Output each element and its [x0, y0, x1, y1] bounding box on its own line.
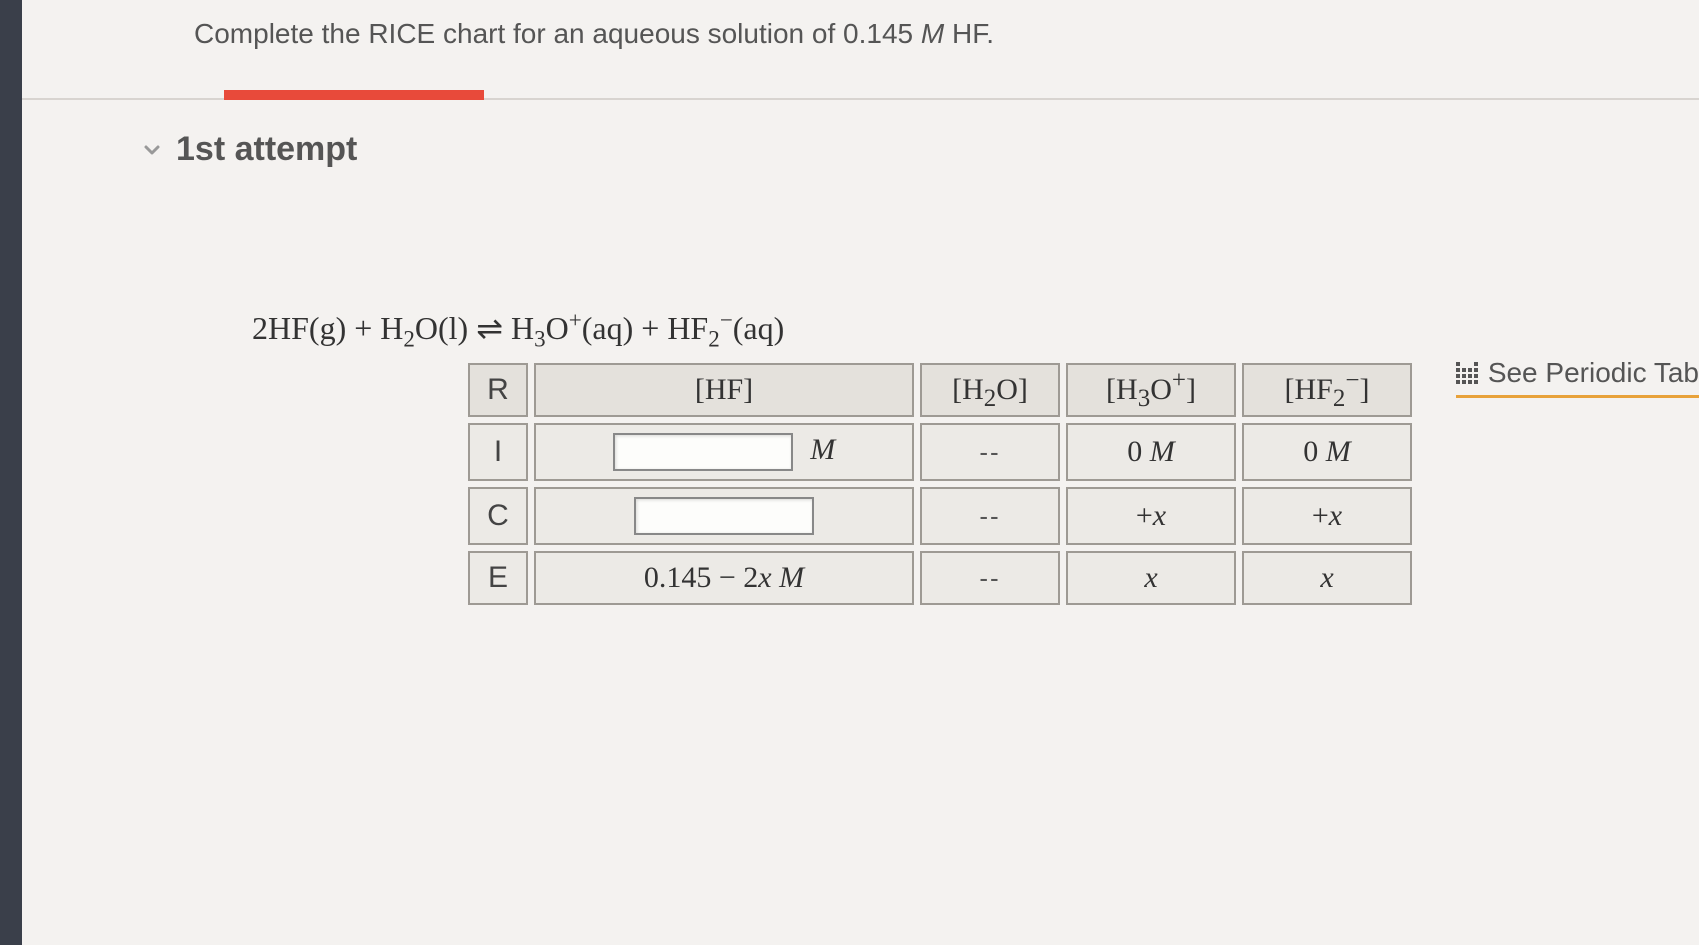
eq-h3o-sub: 3	[534, 325, 546, 351]
input-change-hf[interactable]	[634, 497, 814, 535]
eq-arrow: ⇌	[476, 310, 511, 346]
h2o-sub: 2	[984, 385, 997, 412]
eq-hf2: HF	[667, 310, 708, 346]
question-prefix: Complete the RICE chart for an aqueous s…	[194, 18, 843, 49]
hf2-pre: [HF	[1285, 373, 1333, 406]
page-content: Complete the RICE chart for an aqueous s…	[22, 0, 1699, 945]
reaction-equation: 2HF(g) + H2O(l) ⇌ H3O+(aq) + HF2−(aq)	[22, 309, 1699, 347]
eq-h2o-o: O	[415, 310, 438, 346]
table-header-row: R [HF] [H2O] [H3O+] [HF2−]	[468, 363, 1412, 417]
header-hf: [HF]	[534, 363, 914, 417]
table-row-initial: I M -- 0 M 0 M	[468, 423, 1412, 481]
e-hf-unit: M	[772, 561, 805, 594]
eq-h3o-state: (aq)	[582, 310, 634, 346]
cell-e-h2o: --	[920, 551, 1060, 605]
eq-hf2-sup: −	[720, 306, 733, 332]
eq-plus2: +	[641, 310, 667, 346]
hf2-sub: 2	[1333, 385, 1346, 412]
i-h3o-unit: M	[1150, 435, 1175, 468]
e-hf-x: x	[758, 561, 771, 594]
attempt-header[interactable]: 1st attempt	[22, 130, 1699, 169]
eq-hf2-sub: 2	[708, 325, 720, 351]
eq-hf2-state: (aq)	[733, 310, 785, 346]
hf2-end: ]	[1359, 373, 1369, 406]
rice-table: R [HF] [H2O] [H3O+] [HF2−] I M -- 0 M	[462, 357, 1418, 611]
eq-h2o-sub: 2	[403, 325, 415, 351]
cell-i-hf: M	[534, 423, 914, 481]
hf2-sup: −	[1345, 367, 1359, 394]
periodic-table-icon	[1456, 362, 1478, 384]
eq-h2o-h: H	[380, 310, 403, 346]
cell-c-hf	[534, 487, 914, 545]
i-h3o-val: 0	[1127, 435, 1150, 468]
h2o-pre: [H	[952, 373, 984, 406]
question-value: 0.145	[843, 18, 913, 49]
h3o-sub: 3	[1138, 385, 1151, 412]
table-row-equilibrium: E 0.145 − 2x M -- x x	[468, 551, 1412, 605]
periodic-table-link-label: See Periodic Tab	[1488, 357, 1699, 389]
h3o-end: ]	[1186, 373, 1196, 406]
cell-e-h3o: x	[1066, 551, 1236, 605]
eq-2hf: 2HF	[252, 310, 309, 346]
i-hf2-unit: M	[1326, 435, 1351, 468]
cell-c-hf2: +x+x	[1242, 487, 1412, 545]
cell-e-hf2: x	[1242, 551, 1412, 605]
h3o-post: O	[1150, 373, 1172, 406]
progress-divider	[22, 90, 1699, 100]
eq-plus1: +	[354, 310, 380, 346]
cell-i-h3o: 0 M	[1066, 423, 1236, 481]
row-i-label: I	[468, 423, 528, 481]
cell-i-h2o: --	[920, 423, 1060, 481]
row-e-label: E	[468, 551, 528, 605]
question-species: HF.	[952, 18, 994, 49]
cell-e-hf: 0.145 − 2x M	[534, 551, 914, 605]
header-h3o: [H3O+]	[1066, 363, 1236, 417]
i-hf2-val: 0	[1303, 435, 1326, 468]
cell-i-hf2: 0 M	[1242, 423, 1412, 481]
eq-h3o-o: O	[546, 310, 569, 346]
eq-h3o-sup: +	[569, 306, 582, 332]
e-hf-pre: 0.145 − 2	[644, 561, 758, 594]
header-r: R	[468, 363, 528, 417]
header-h2o: [H2O]	[920, 363, 1060, 417]
unit-i-hf: M	[810, 433, 835, 466]
progress-bar-segment	[224, 90, 484, 100]
h3o-pre: [H	[1106, 373, 1138, 406]
cell-c-h3o: ++xx	[1066, 487, 1236, 545]
question-text: Complete the RICE chart for an aqueous s…	[22, 0, 1699, 90]
table-row-change: C -- ++xx +x+x	[468, 487, 1412, 545]
question-unit: M	[921, 18, 944, 49]
cell-c-h2o: --	[920, 487, 1060, 545]
eq-hf-state: (g)	[309, 310, 346, 346]
eq-h2o-state: (l)	[438, 310, 468, 346]
periodic-table-link[interactable]: See Periodic Tab	[1456, 357, 1699, 398]
header-hf2: [HF2−]	[1242, 363, 1412, 417]
row-c-label: C	[468, 487, 528, 545]
window-left-edge	[0, 0, 22, 945]
input-initial-hf[interactable]	[613, 433, 793, 471]
chevron-down-icon	[140, 138, 164, 162]
h2o-post: O]	[996, 373, 1028, 406]
attempt-label: 1st attempt	[176, 130, 357, 169]
eq-h3o-h: H	[511, 310, 534, 346]
h3o-sup: +	[1172, 367, 1186, 394]
